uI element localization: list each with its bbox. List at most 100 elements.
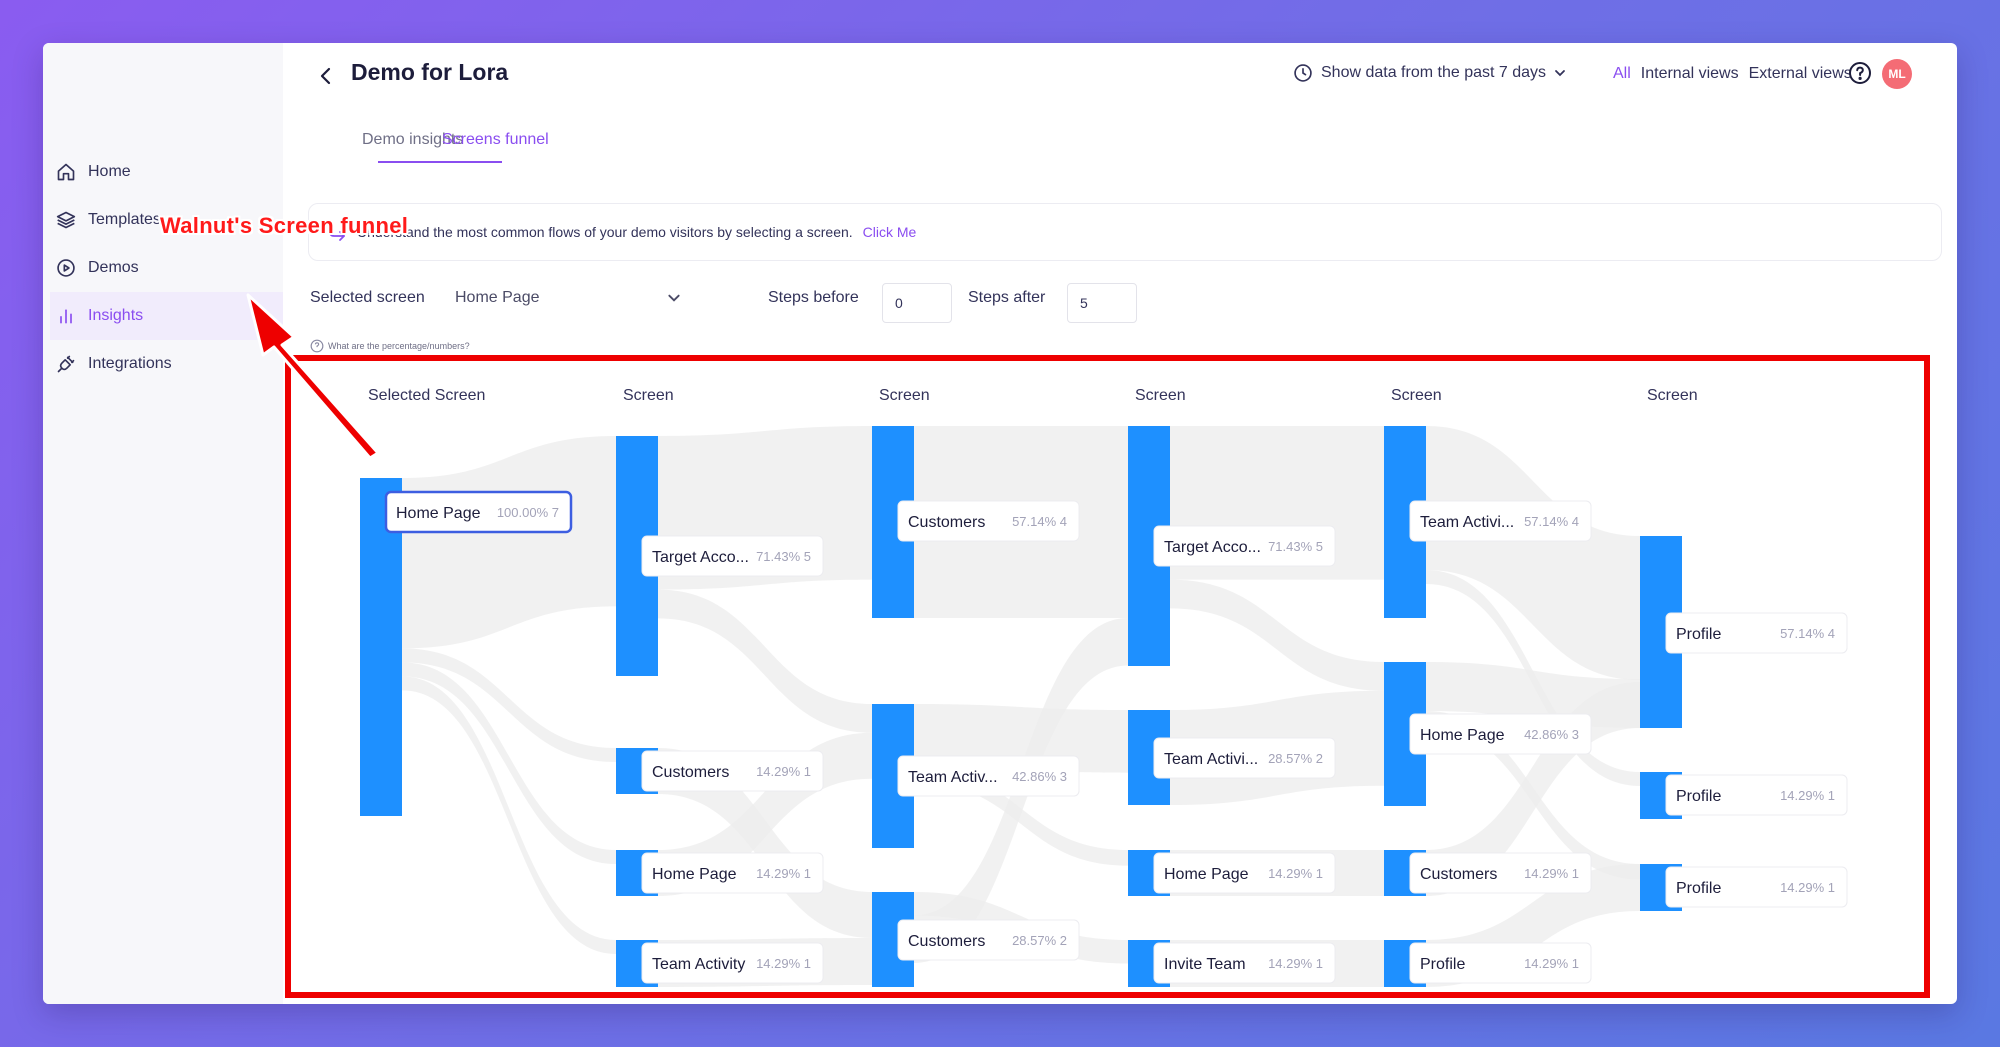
steps-after-input[interactable] (1067, 283, 1137, 323)
funnel-node-name: Home Page (396, 505, 481, 522)
funnel-node-label-box[interactable] (1409, 500, 1592, 542)
funnel-flow (402, 648, 616, 762)
funnel-node-stats: 71.43% 5 (1268, 539, 1323, 554)
funnel-node-stats: 14.29% 1 (1524, 866, 1579, 881)
help-circle-icon (310, 339, 324, 353)
active-tab-indicator (378, 161, 502, 163)
funnel-node-stats: 14.29% 1 (1780, 880, 1835, 895)
sidebar-item-demos[interactable]: Demos (50, 244, 283, 292)
date-range-selector[interactable]: Show data from the past 7 days (1293, 63, 1566, 83)
layers-icon (56, 211, 76, 229)
sidebar: Home Templates Demos Insights Integratio… (43, 43, 283, 1004)
funnel-node-stats: 57.14% 4 (1780, 626, 1835, 641)
funnel-node-label-box[interactable] (1665, 866, 1848, 908)
funnel-node-name: Team Activi... (1420, 514, 1514, 531)
date-range-label: Show data from the past 7 days (1321, 64, 1547, 81)
steps-before-input[interactable] (882, 283, 952, 323)
funnel-node-stats: 57.14% 4 (1524, 514, 1579, 529)
back-button[interactable] (311, 61, 341, 91)
help-button[interactable] (1848, 61, 1872, 90)
funnel-node-name: Target Acco... (1164, 539, 1261, 556)
funnel-node-label-box[interactable] (1665, 612, 1848, 654)
sidebar-item-templates[interactable]: Templates (50, 196, 283, 244)
sidebar-item-insights[interactable]: Insights (50, 292, 283, 340)
funnel-node-name: Home Page (1420, 727, 1505, 744)
funnel-node-stats: 28.57% 2 (1012, 933, 1067, 948)
funnel-node-stats: 71.43% 5 (756, 549, 811, 564)
funnel-node-label-box[interactable] (1665, 774, 1848, 816)
funnel-node-label-box[interactable] (1153, 942, 1336, 984)
page-title: Demo for Lora (351, 59, 509, 85)
selected-screen-dropdown[interactable] (667, 291, 681, 310)
funnel-node-name: Customers (908, 514, 985, 531)
funnel-node-label-box[interactable] (1153, 525, 1336, 567)
steps-after-label: Steps after (968, 289, 1046, 306)
help-circle-icon (1849, 62, 1871, 84)
play-circle-icon (57, 259, 75, 277)
sidebar-item-label: Insights (88, 307, 144, 324)
funnel-node-label-box[interactable] (1153, 852, 1336, 894)
funnel-node-name: Customers (652, 764, 729, 781)
sidebar-item-label: Templates (88, 211, 161, 228)
sidebar-item-home[interactable]: Home (50, 148, 283, 196)
funnel-flow (1170, 579, 1384, 691)
funnel-node-name: Profile (1420, 956, 1465, 973)
funnel-flow (402, 662, 616, 864)
funnel-node-label-box[interactable] (384, 490, 573, 534)
sidebar-item-integrations[interactable]: Integrations (50, 340, 283, 388)
funnel-node-label-box[interactable] (641, 942, 824, 984)
funnel-node-label-box[interactable] (1153, 737, 1336, 779)
home-icon (57, 163, 75, 181)
funnel-flow (402, 436, 616, 649)
plug-icon (57, 355, 75, 373)
funnel-flow (914, 766, 1128, 866)
info-banner: Understand the most common flows of your… (308, 203, 1942, 261)
selected-screen-select[interactable]: Home Page (455, 289, 540, 306)
funnel-node-stats: 57.14% 4 (1012, 514, 1067, 529)
funnel-node-name: Profile (1676, 626, 1721, 643)
funnel-node-name: Team Activi... (1164, 751, 1258, 768)
column-header: Screen (1135, 387, 1186, 404)
funnel-node-stats: 14.29% 1 (756, 866, 811, 881)
sidebar-item-label: Demos (88, 259, 139, 276)
funnel-node-label-box[interactable] (897, 755, 1080, 797)
column-header: Screen (1647, 387, 1698, 404)
steps-before-label: Steps before (768, 289, 859, 306)
funnel-node-name: Home Page (1164, 866, 1249, 883)
views-all-option[interactable]: All (1613, 65, 1631, 82)
tab-demo-insights[interactable]: Demo insights (362, 131, 464, 148)
funnel-node-stats: 42.86% 3 (1012, 769, 1067, 784)
funnel-node-label-box[interactable] (1409, 713, 1592, 755)
column-header: Screen (1391, 387, 1442, 404)
clock-icon (1294, 64, 1312, 82)
funnel-node-label-box[interactable] (641, 535, 824, 577)
funnel-node-name: Target Acco... (652, 549, 749, 566)
click-me-link[interactable]: Click Me (862, 224, 917, 240)
funnel-node-name: Customers (1420, 866, 1497, 883)
percentage-help-link[interactable]: What are the percentage/numbers? (310, 339, 470, 353)
bar-chart-icon (60, 309, 72, 324)
views-external-option[interactable]: External views (1748, 65, 1852, 82)
arrow-down-right-icon (329, 223, 345, 241)
funnel-node-bar[interactable] (360, 478, 402, 816)
funnel-node-label-box[interactable] (897, 500, 1080, 542)
chevron-down-icon (668, 294, 680, 302)
funnel-node-name: Profile (1676, 880, 1721, 897)
funnel-node-stats: 14.29% 1 (756, 764, 811, 779)
funnel-node-label-box[interactable] (1409, 852, 1592, 894)
funnel-node-stats: 14.29% 1 (1268, 956, 1323, 971)
funnel-node-label-box[interactable] (1409, 942, 1592, 984)
funnel-node-label-box[interactable] (641, 750, 824, 792)
tab-screens-funnel[interactable]: Screens funnel (442, 131, 549, 148)
selected-screen-label: Selected screen (310, 289, 425, 306)
avatar[interactable]: ML (1882, 59, 1912, 89)
sidebar-item-label: Home (88, 163, 131, 180)
views-internal-option[interactable]: Internal views (1640, 65, 1739, 82)
funnel-node-label-box[interactable] (897, 919, 1080, 961)
funnel-node-name: Invite Team (1164, 956, 1246, 973)
annotation-label: Walnut's Screen funnel (160, 213, 409, 238)
funnel-node-label-box[interactable] (641, 852, 824, 894)
column-header: Screen (879, 387, 930, 404)
